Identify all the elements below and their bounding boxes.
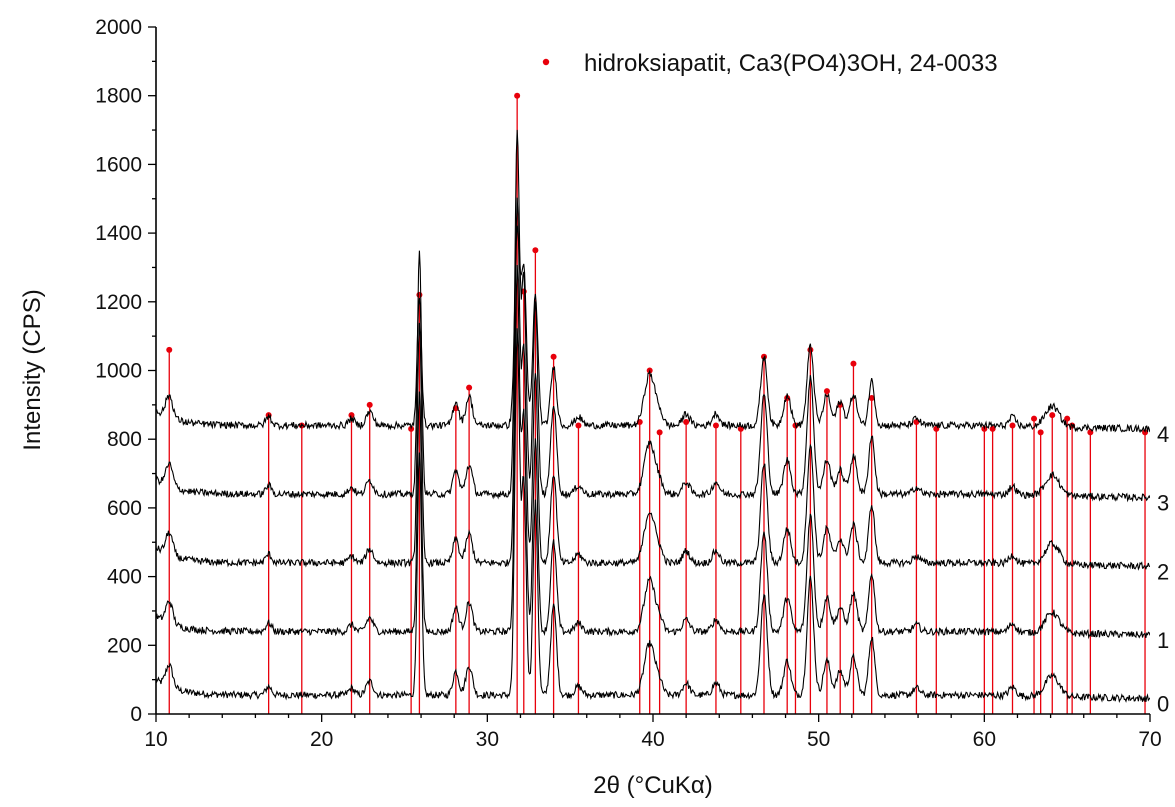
series-4-label: 4 (1157, 422, 1169, 447)
reference-point (1037, 429, 1044, 436)
y-tick-label: 1400 (95, 222, 142, 245)
y-tick-label: 0 (130, 703, 142, 726)
y-tick-label: 1800 (95, 85, 142, 108)
series-1-label: 1 (1157, 628, 1169, 653)
x-tick-label: 60 (973, 728, 996, 751)
trace-labels: 0 1 2 3 4 (1157, 422, 1169, 717)
reference-point (1009, 422, 1016, 429)
y-tick-label: 2000 (95, 16, 142, 39)
series-4-line (156, 225, 1150, 434)
x-tick-label: 50 (807, 728, 830, 751)
series-0-label: 0 (1157, 692, 1169, 717)
y-tick-label: 600 (107, 497, 142, 520)
series-1-line (156, 264, 1150, 640)
series-2-line (156, 197, 1150, 571)
reference-point (1049, 412, 1056, 419)
axes: 10 20 30 40 50 60 70 0 200 400 600 800 1000 1200 1400 1… (95, 16, 1161, 751)
reference-point (989, 425, 996, 432)
y-tick-label: 400 (107, 566, 142, 589)
series-2-label: 2 (1157, 559, 1169, 584)
reference-point (532, 247, 539, 254)
reference-point (712, 422, 719, 429)
y-tick-label: 800 (107, 428, 142, 451)
legend: hidroksiapatit, Ca3(PO4)3OH, 24-0033 (542, 50, 998, 77)
diffraction-traces (156, 129, 1150, 703)
reference-sticks (166, 92, 1149, 714)
reference-point (1064, 415, 1071, 422)
series-3-label: 3 (1157, 491, 1169, 516)
reference-point (737, 425, 744, 432)
reference-point (166, 346, 173, 353)
series-3-line (156, 129, 1150, 503)
reference-point (416, 291, 423, 298)
legend-label: hidroksiapatit, Ca3(PO4)3OH, 24-0033 (584, 50, 998, 77)
reference-point (683, 419, 690, 426)
x-tick-label: 40 (641, 728, 664, 751)
legend-marker (542, 58, 550, 66)
x-tick-label: 20 (310, 728, 333, 751)
x-tick-label: 70 (1138, 728, 1161, 751)
reference-point (1142, 429, 1149, 436)
x-tick-label: 10 (144, 728, 167, 751)
x-tick-label: 30 (476, 728, 499, 751)
y-tick-label: 1000 (95, 360, 142, 383)
reference-point (550, 353, 557, 360)
y-axis-title: Intensity (CPS) (19, 289, 46, 450)
reference-point (1031, 415, 1038, 422)
reference-point (850, 360, 857, 367)
reference-point (514, 92, 521, 99)
y-tick-label: 1600 (95, 153, 142, 176)
reference-point (575, 422, 582, 429)
x-axis-title: 2θ (°CuKα) (593, 772, 713, 799)
reference-point (823, 388, 830, 395)
reference-point (656, 429, 663, 436)
reference-point (868, 394, 875, 401)
series-0-line (156, 328, 1150, 703)
y-tick-label: 200 (107, 634, 142, 657)
reference-point (366, 401, 373, 408)
y-tick-label: 1200 (95, 291, 142, 314)
reference-point (466, 384, 473, 391)
